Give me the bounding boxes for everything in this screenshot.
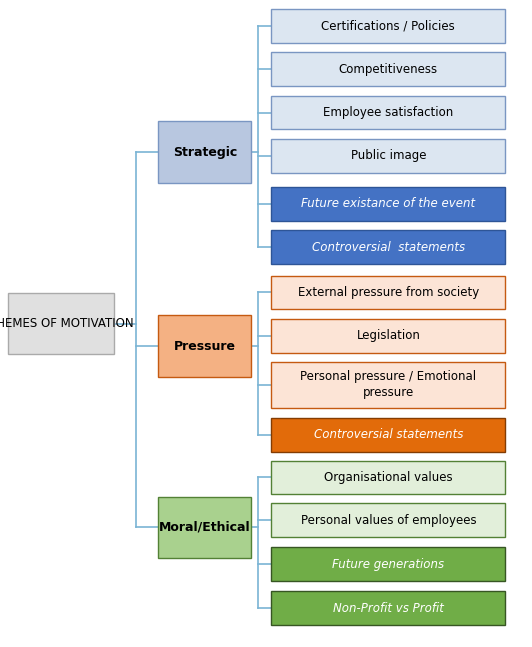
FancyBboxPatch shape: [158, 497, 251, 558]
Text: Controversial  statements: Controversial statements: [312, 241, 465, 254]
FancyBboxPatch shape: [271, 503, 505, 537]
Text: Organisational values: Organisational values: [324, 471, 453, 484]
Text: External pressure from society: External pressure from society: [298, 286, 479, 299]
Text: THEMES OF MOTIVATION: THEMES OF MOTIVATION: [0, 317, 134, 330]
Text: Personal values of employees: Personal values of employees: [301, 514, 476, 527]
FancyBboxPatch shape: [271, 276, 505, 309]
FancyBboxPatch shape: [8, 292, 114, 355]
FancyBboxPatch shape: [271, 52, 505, 86]
FancyBboxPatch shape: [271, 139, 505, 173]
FancyBboxPatch shape: [271, 9, 505, 43]
Text: Controversial statements: Controversial statements: [314, 428, 463, 441]
Text: Personal pressure / Emotional
pressure: Personal pressure / Emotional pressure: [300, 371, 477, 399]
FancyBboxPatch shape: [271, 362, 505, 408]
Text: Moral/Ethical: Moral/Ethical: [159, 521, 251, 534]
Text: Future generations: Future generations: [332, 558, 444, 571]
FancyBboxPatch shape: [271, 319, 505, 353]
FancyBboxPatch shape: [271, 591, 505, 625]
Text: Competitiveness: Competitiveness: [339, 63, 438, 76]
Text: Employee satisfaction: Employee satisfaction: [323, 106, 453, 119]
Text: Strategic: Strategic: [173, 146, 237, 159]
Text: Public image: Public image: [351, 149, 426, 162]
Text: Legislation: Legislation: [356, 329, 420, 342]
FancyBboxPatch shape: [271, 187, 505, 221]
FancyBboxPatch shape: [271, 96, 505, 129]
FancyBboxPatch shape: [158, 122, 251, 182]
Text: Non-Profit vs Profit: Non-Profit vs Profit: [333, 602, 444, 615]
FancyBboxPatch shape: [271, 461, 505, 494]
FancyBboxPatch shape: [158, 315, 251, 377]
Text: Certifications / Policies: Certifications / Policies: [321, 19, 455, 32]
FancyBboxPatch shape: [271, 547, 505, 581]
Text: Pressure: Pressure: [174, 340, 236, 353]
FancyBboxPatch shape: [271, 230, 505, 264]
FancyBboxPatch shape: [271, 418, 505, 452]
Text: Future existance of the event: Future existance of the event: [301, 197, 476, 210]
